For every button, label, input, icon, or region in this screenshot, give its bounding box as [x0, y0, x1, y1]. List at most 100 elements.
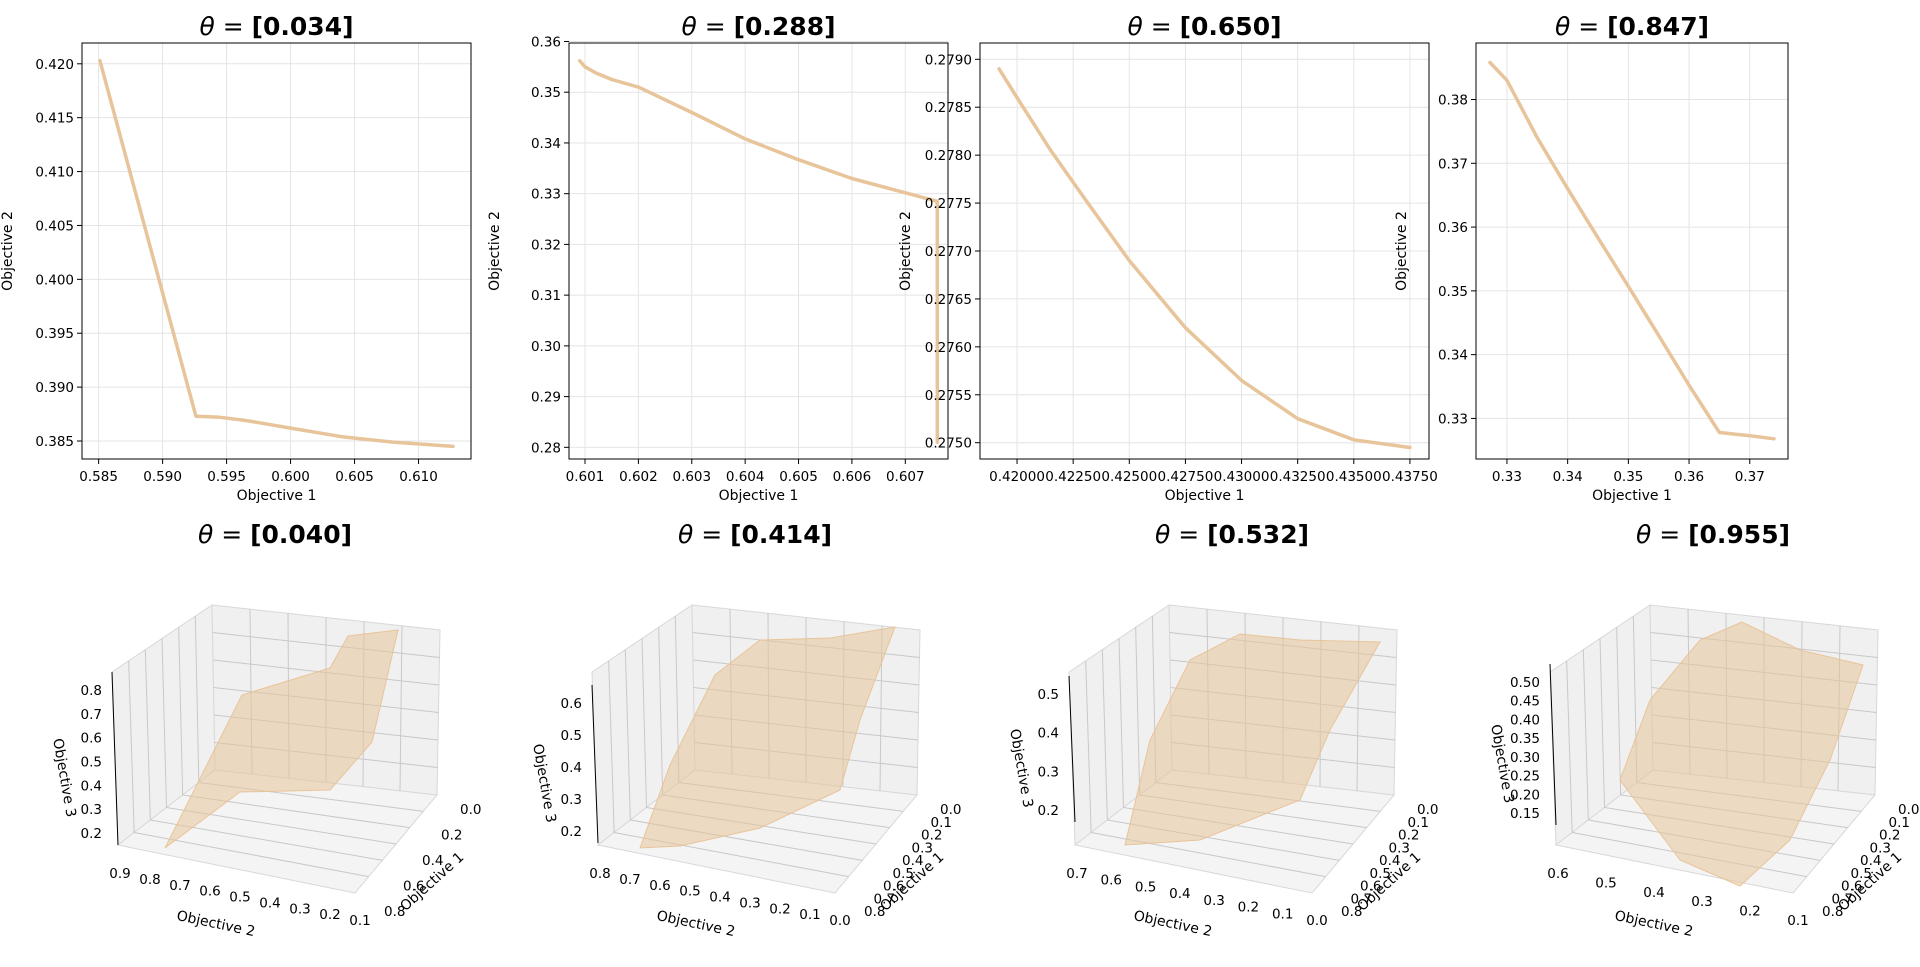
z-tick-label: 0.50	[1510, 675, 1540, 691]
x-tick-label: 0.3	[1870, 840, 1891, 856]
axes-frame	[979, 42, 1430, 460]
x-tick-label: 0.6	[1360, 879, 1381, 895]
surface-patch	[164, 629, 399, 849]
y-tick-label: 0.395	[35, 326, 74, 342]
line-chart-4: 0.33 0.34 0.35 0.36 0.37 0.33 0.34 0.35 0.36 0.37…	[1394, 42, 1789, 504]
pane-grid	[1135, 627, 1141, 796]
x-tick-label: 0.7	[1832, 891, 1853, 907]
x-tick-label: 0.3	[912, 840, 933, 856]
y-tick-label: 0.4	[1169, 886, 1190, 902]
y-tick-label: 0.390	[35, 380, 74, 396]
z-tick-label: 0.2	[81, 826, 102, 842]
title-value: [0.414]	[730, 520, 832, 549]
chart-title: θ = [0.034]	[199, 12, 353, 41]
pane-grid	[1101, 649, 1108, 821]
x-tick-label: 0.2	[1879, 828, 1900, 844]
x-tick-label: 0.601	[566, 469, 605, 485]
y-tick-label: 0.6	[199, 884, 220, 900]
z-tick-label: 0.5	[81, 755, 102, 771]
axes-frame	[81, 42, 472, 460]
y-tick-label: 0.400	[35, 272, 74, 288]
line-chart-2: 0.601 0.602 0.603 0.604 0.605 0.606 0.607 0.28 0…	[487, 34, 949, 504]
y-axis-label: Objective 2	[655, 908, 736, 940]
x-tick-label: 0.8	[864, 904, 885, 920]
y-tick-label: 0.2785	[925, 100, 972, 116]
x-tick-label: 0.6	[1841, 879, 1862, 895]
y-tick-label: 0.2775	[925, 196, 972, 212]
x-tick-label: 0.7	[874, 891, 895, 907]
line-chart-1: 0.585 0.590 0.595 0.600 0.605 0.610 0.385 0.390…	[0, 42, 472, 504]
pane-grid	[1085, 660, 1092, 833]
x-tick-label: 0.8	[384, 904, 405, 920]
x-tick-label: 0.610	[399, 469, 438, 485]
z-axis-line	[591, 684, 599, 844]
x-tick-label: 0.33	[1492, 469, 1522, 485]
z-tick-label: 0.5	[561, 728, 582, 744]
z-tick-label: 0.4	[81, 778, 102, 794]
pane-grid	[608, 660, 615, 833]
z-axis-label: Objective 3	[529, 743, 559, 824]
y-tick-label: 0.8	[139, 872, 160, 888]
chart-title: θ = [0.955]	[1636, 520, 1790, 549]
y-axis-label: Objective 2	[898, 211, 914, 291]
title-value: [0.955]	[1688, 520, 1790, 549]
y-axis-label: Objective 2	[1132, 908, 1213, 940]
title-theta: θ =	[1155, 520, 1207, 549]
series-line	[577, 59, 940, 445]
y-tick-label: 0.36	[531, 34, 561, 50]
chart-title: θ = [0.414]	[678, 520, 832, 549]
x-tick-label: 0.4	[902, 853, 923, 869]
title-value: [0.034]	[252, 12, 354, 41]
z-axis-line	[1549, 663, 1557, 826]
title-value: [0.040]	[250, 520, 352, 549]
x-tick-label: 0.0	[940, 802, 961, 818]
x-tick-label: 0.43000	[1214, 469, 1270, 485]
z-tick-label: 0.20	[1510, 787, 1540, 803]
y-tick-label: 0.1	[1787, 913, 1808, 929]
x-tick-label: 0.5	[893, 866, 914, 882]
y-tick-label: 0.405	[35, 218, 74, 234]
y-tick-label: 0.38	[1438, 93, 1468, 109]
x-tick-label: 0.5	[1851, 866, 1872, 882]
z-axis-line	[111, 671, 119, 846]
y-tick-label: 0.420	[35, 57, 74, 73]
x-tick-label: 0.1	[1408, 815, 1429, 831]
x-tick-label: 0.2	[921, 828, 942, 844]
y-tick-label: 0.410	[35, 165, 74, 181]
y-tick-label: 0.5	[1595, 875, 1616, 891]
x-tick-label: 0.1	[1889, 815, 1910, 831]
x-tick-label: 0.4	[1860, 853, 1881, 869]
x-tick-label: 0.607	[886, 469, 925, 485]
title-theta: θ =	[1636, 520, 1688, 549]
z-tick-label: 0.4	[561, 760, 582, 776]
surface-patch	[1619, 621, 1864, 887]
title-value: [0.532]	[1207, 520, 1309, 549]
z-tick-label: 0.30	[1510, 750, 1540, 766]
title-theta: θ =	[1127, 12, 1179, 41]
y-tick-label: 0.9	[109, 866, 130, 882]
axes-frame	[1475, 42, 1789, 460]
z-tick-label: 0.5	[1038, 687, 1059, 703]
z-axis-label: Objective 3	[1006, 728, 1036, 809]
x-tick-label: 0.4	[1379, 853, 1400, 869]
title-theta: θ =	[678, 520, 730, 549]
y-tick-label: 0.37	[1438, 156, 1468, 172]
y-tick-label: 0.34	[1438, 348, 1468, 364]
y-tick-label: 0.5	[229, 890, 250, 906]
pane-grid	[641, 638, 647, 808]
y-axis-label: Objective 2	[0, 211, 16, 291]
x-tick-label: 0.5	[1370, 866, 1391, 882]
y-tick-label: 0.31	[531, 288, 561, 304]
x-tick-label: 0.42250	[1045, 469, 1101, 485]
x-tick-label: 0.602	[619, 469, 658, 485]
y-tick-label: 0.2750	[925, 436, 972, 452]
x-tick-label: 0.43500	[1326, 469, 1382, 485]
pane-grid	[658, 627, 664, 796]
y-axis-label: Objective 2	[175, 908, 256, 940]
x-axis-label: Objective 1	[237, 488, 317, 504]
x-tick-label: 0.1	[931, 815, 952, 831]
series-line	[997, 67, 1412, 450]
pane-grid	[1599, 638, 1605, 808]
title-theta: θ =	[1555, 12, 1607, 41]
